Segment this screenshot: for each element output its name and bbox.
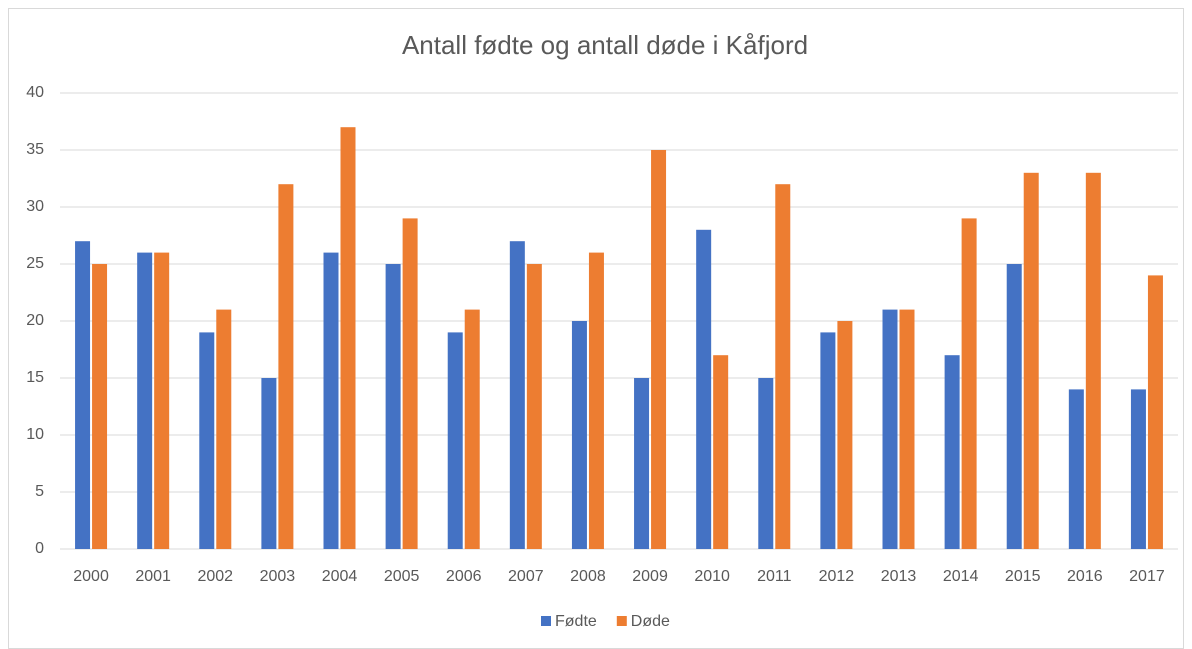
bar	[651, 150, 667, 549]
bar	[1006, 264, 1022, 549]
bar	[340, 127, 356, 549]
x-tick-label: 2000	[73, 568, 109, 585]
bar	[758, 378, 774, 549]
bar	[261, 378, 277, 549]
bar	[137, 252, 153, 549]
x-tick-label: 2002	[197, 568, 233, 585]
y-tick-label: 20	[26, 312, 44, 329]
chart-title: Antall fødte og antall døde i Kåfjord	[402, 30, 808, 60]
bar	[1023, 172, 1039, 550]
x-tick-label: 2006	[446, 568, 482, 585]
bar	[882, 309, 898, 549]
bar	[526, 264, 542, 549]
bar	[464, 309, 480, 549]
x-tick-label: 2013	[881, 568, 917, 585]
legend-swatch	[541, 616, 551, 626]
y-tick-label: 40	[26, 84, 44, 101]
y-tick-label: 25	[26, 255, 44, 272]
bar	[92, 264, 108, 549]
bar	[385, 264, 401, 549]
x-tick-label: 2008	[570, 568, 606, 585]
y-tick-label: 30	[26, 198, 44, 215]
y-tick-label: 15	[26, 369, 44, 386]
y-tick-label: 0	[35, 540, 44, 557]
legend-label: Døde	[631, 613, 670, 630]
bar	[713, 355, 729, 549]
x-tick-label: 2010	[694, 568, 730, 585]
x-tick-label: 2016	[1067, 568, 1103, 585]
bar	[216, 309, 232, 549]
x-tick-label: 2017	[1129, 568, 1165, 585]
bar	[199, 332, 215, 549]
bar	[402, 218, 418, 549]
bar	[323, 252, 339, 549]
x-tick-label: 2009	[632, 568, 668, 585]
x-tick-label: 2004	[322, 568, 358, 585]
y-tick-label: 10	[26, 426, 44, 443]
bar	[837, 321, 853, 549]
bar	[447, 332, 463, 549]
bar	[1085, 172, 1101, 550]
x-tick-label: 2003	[260, 568, 296, 585]
bar	[899, 309, 915, 549]
y-tick-label: 35	[26, 141, 44, 158]
bar	[696, 229, 712, 550]
bar	[961, 218, 977, 549]
x-tick-label: 2001	[135, 568, 171, 585]
bar	[1147, 275, 1163, 549]
y-tick-label: 5	[35, 483, 44, 500]
bar	[571, 321, 587, 549]
bar	[944, 355, 960, 549]
bar	[509, 241, 525, 549]
bar	[634, 378, 650, 549]
bar	[278, 184, 294, 549]
x-tick-label: 2011	[757, 568, 792, 585]
legend-label: Fødte	[555, 613, 597, 630]
x-tick-label: 2007	[508, 568, 544, 585]
bar	[775, 184, 791, 549]
x-tick-label: 2005	[384, 568, 420, 585]
bar	[75, 241, 91, 549]
bar	[820, 332, 836, 549]
x-tick-label: 2014	[943, 568, 979, 585]
legend-swatch	[616, 616, 627, 626]
x-tick-label: 2015	[1005, 568, 1041, 585]
x-tick-label: 2012	[819, 568, 855, 585]
bar	[1068, 389, 1084, 549]
bar	[154, 252, 170, 549]
bar	[1130, 389, 1146, 549]
bar	[588, 252, 604, 549]
